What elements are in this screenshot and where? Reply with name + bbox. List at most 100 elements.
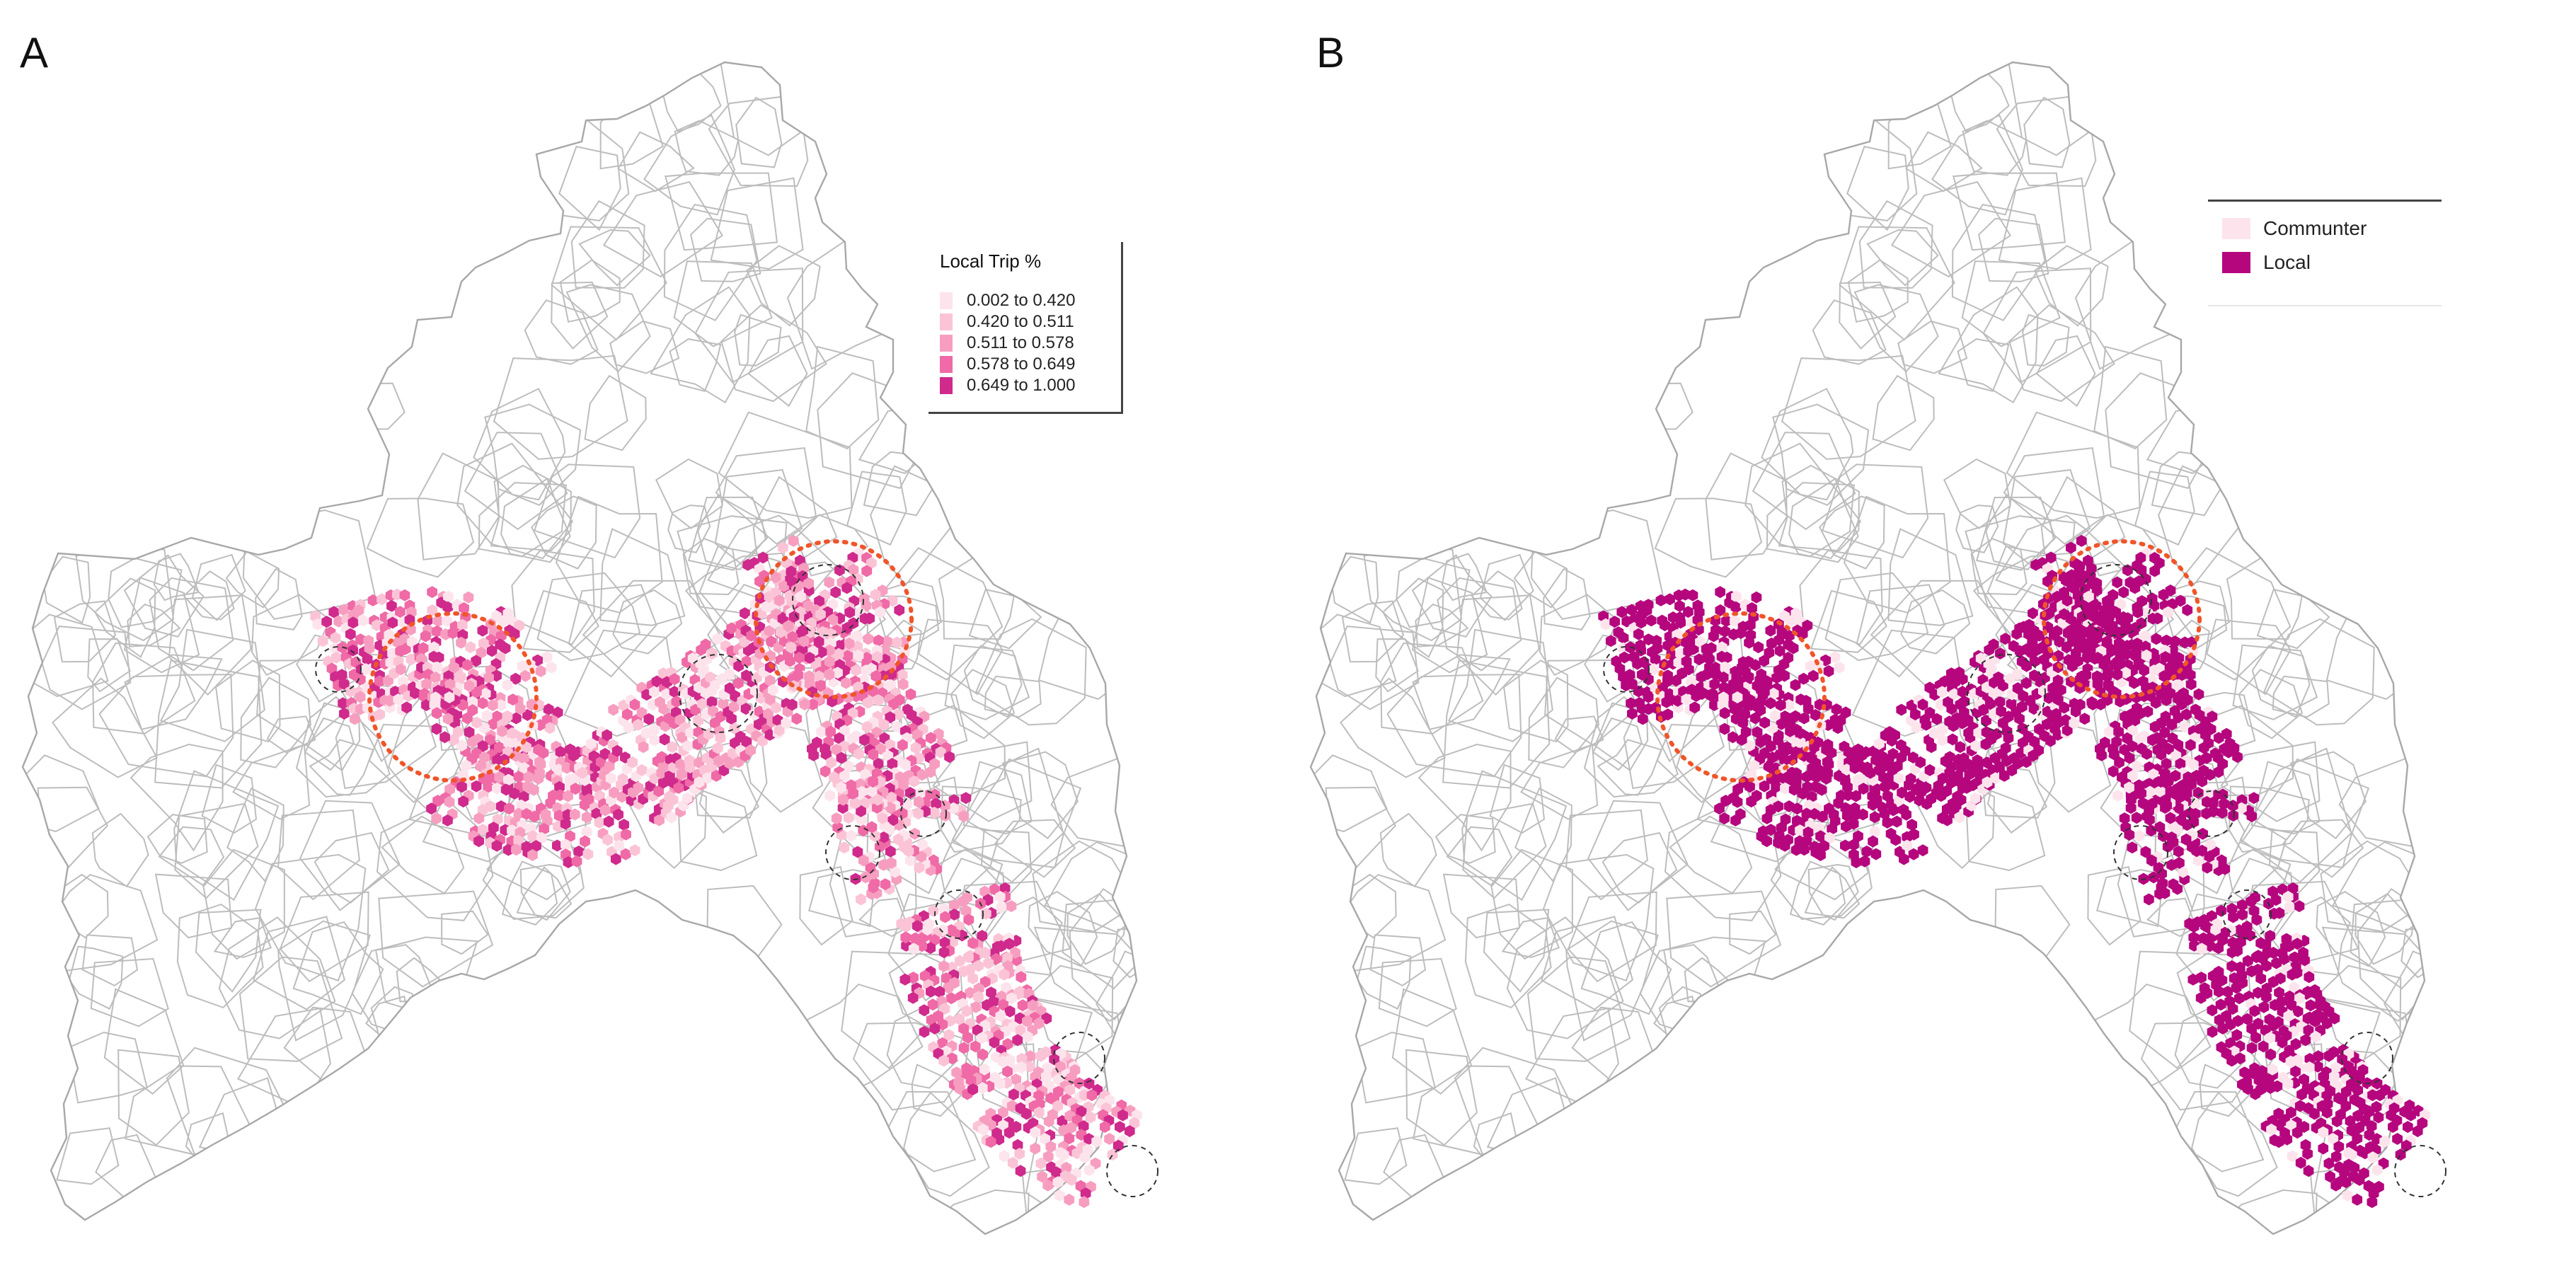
hex-cell bbox=[2304, 971, 2315, 984]
subdivision-boundary bbox=[1543, 853, 1655, 981]
hex-cell bbox=[433, 651, 444, 664]
hex-cell bbox=[673, 781, 684, 794]
hex-cell bbox=[514, 702, 526, 715]
hex-cell bbox=[897, 807, 908, 819]
hex-cell bbox=[1928, 727, 1940, 739]
subdivision-boundary bbox=[2250, 761, 2321, 835]
hex-cell bbox=[1944, 751, 1955, 763]
subdivision-boundary bbox=[1810, 589, 1887, 653]
hex-cell bbox=[338, 697, 348, 710]
hex-cell bbox=[2188, 931, 2200, 944]
hex-cell bbox=[694, 776, 705, 789]
hex-cell bbox=[1626, 604, 1638, 616]
hex-cell bbox=[778, 580, 789, 592]
hex-cell bbox=[871, 802, 882, 814]
hex-cell bbox=[938, 960, 949, 972]
hex-cell bbox=[400, 642, 411, 655]
hex-cell bbox=[1618, 631, 1629, 644]
subdivision-boundary bbox=[617, 131, 695, 192]
hex-cell bbox=[996, 901, 1007, 914]
subdivision-boundary bbox=[1378, 957, 1457, 1027]
subdivision-boundary bbox=[191, 553, 246, 621]
hex-cell bbox=[2113, 725, 2124, 738]
subdivision-boundary bbox=[37, 786, 108, 869]
hex-cell bbox=[1752, 679, 1763, 692]
hex-cell bbox=[553, 809, 565, 822]
hex-cell bbox=[943, 1029, 955, 1042]
cluster-circle bbox=[315, 646, 362, 693]
hex-cell bbox=[1915, 756, 1926, 768]
hex-cell bbox=[1042, 1150, 1054, 1163]
subdivision-boundary bbox=[1799, 549, 1883, 645]
hex-cell bbox=[2148, 768, 2159, 780]
hex-cell bbox=[507, 727, 517, 739]
hex-cell bbox=[834, 564, 845, 577]
hex-cell bbox=[824, 668, 835, 681]
hex-cell bbox=[2292, 1126, 2303, 1139]
map-b bbox=[1309, 61, 2446, 1235]
hex-cell bbox=[965, 986, 976, 999]
hex-cell bbox=[2012, 682, 2023, 695]
hex-cell bbox=[471, 780, 482, 793]
hex-cell bbox=[1765, 697, 1776, 710]
hex-cell bbox=[2012, 757, 2023, 770]
hex-cell bbox=[494, 771, 505, 783]
hex-cell bbox=[741, 735, 752, 748]
hex-cell bbox=[1771, 672, 1782, 684]
hex-cell bbox=[928, 807, 940, 819]
subdivision-boundary bbox=[153, 553, 200, 601]
hex-cell bbox=[1709, 678, 1720, 691]
hex-cell bbox=[1798, 672, 1809, 685]
hex-cell bbox=[1841, 809, 1853, 822]
hex-cell bbox=[1896, 703, 1907, 716]
hex-cell bbox=[2066, 541, 2076, 554]
subdivision-boundary bbox=[500, 477, 571, 563]
subdivision-boundary bbox=[981, 896, 1063, 976]
hex-cell bbox=[2185, 669, 2196, 681]
hex-cell bbox=[407, 635, 418, 648]
subdivision-boundary bbox=[1571, 1006, 1655, 1099]
subdivision-boundary bbox=[218, 916, 336, 1039]
hex-cell bbox=[1727, 731, 1738, 744]
hex-cell bbox=[2186, 778, 2197, 790]
hex-cell bbox=[841, 676, 851, 689]
hex-cell bbox=[2213, 942, 2224, 955]
hex-cell bbox=[362, 653, 373, 666]
hex-cell bbox=[2246, 895, 2256, 908]
hex-cell bbox=[1633, 628, 1644, 640]
hex-cell bbox=[803, 577, 815, 589]
hex-cell bbox=[522, 709, 533, 721]
hex-cell bbox=[2136, 563, 2147, 576]
subdivision-boundary bbox=[68, 945, 124, 1010]
hex-cell bbox=[427, 586, 437, 599]
subdivision-boundary bbox=[2007, 62, 2128, 156]
hex-cell bbox=[2417, 1117, 2428, 1129]
hex-cell bbox=[2196, 943, 2207, 955]
hex-cell bbox=[2148, 871, 2159, 884]
hex-cell bbox=[899, 973, 911, 986]
hex-cell bbox=[2213, 732, 2224, 744]
hex-cell bbox=[907, 991, 919, 1004]
hex-cell bbox=[488, 718, 499, 730]
hex-cell bbox=[1892, 760, 1903, 773]
hex-cell bbox=[519, 761, 530, 774]
hex-cell bbox=[908, 972, 919, 984]
hex-cell bbox=[456, 780, 467, 793]
hex-cell bbox=[894, 604, 905, 616]
subdivision-boundary bbox=[117, 1049, 190, 1146]
hex-cell bbox=[1840, 839, 1851, 852]
subdivision-boundary bbox=[1938, 286, 2039, 404]
subdivision-boundary bbox=[23, 613, 109, 698]
hex-cell bbox=[658, 776, 669, 789]
hex-cell bbox=[349, 713, 360, 725]
subdivision-boundary bbox=[1524, 1007, 1620, 1109]
hex-cell bbox=[1780, 782, 1790, 795]
map-a bbox=[21, 61, 1158, 1235]
hex-cell bbox=[682, 739, 694, 752]
hex-cell bbox=[1061, 1161, 1072, 1174]
subdivision-boundary bbox=[2289, 751, 2367, 840]
hex-cell bbox=[863, 633, 874, 645]
subdivision-boundary bbox=[1804, 866, 1861, 919]
hex-cell bbox=[2055, 684, 2066, 696]
hex-cell bbox=[859, 612, 870, 625]
